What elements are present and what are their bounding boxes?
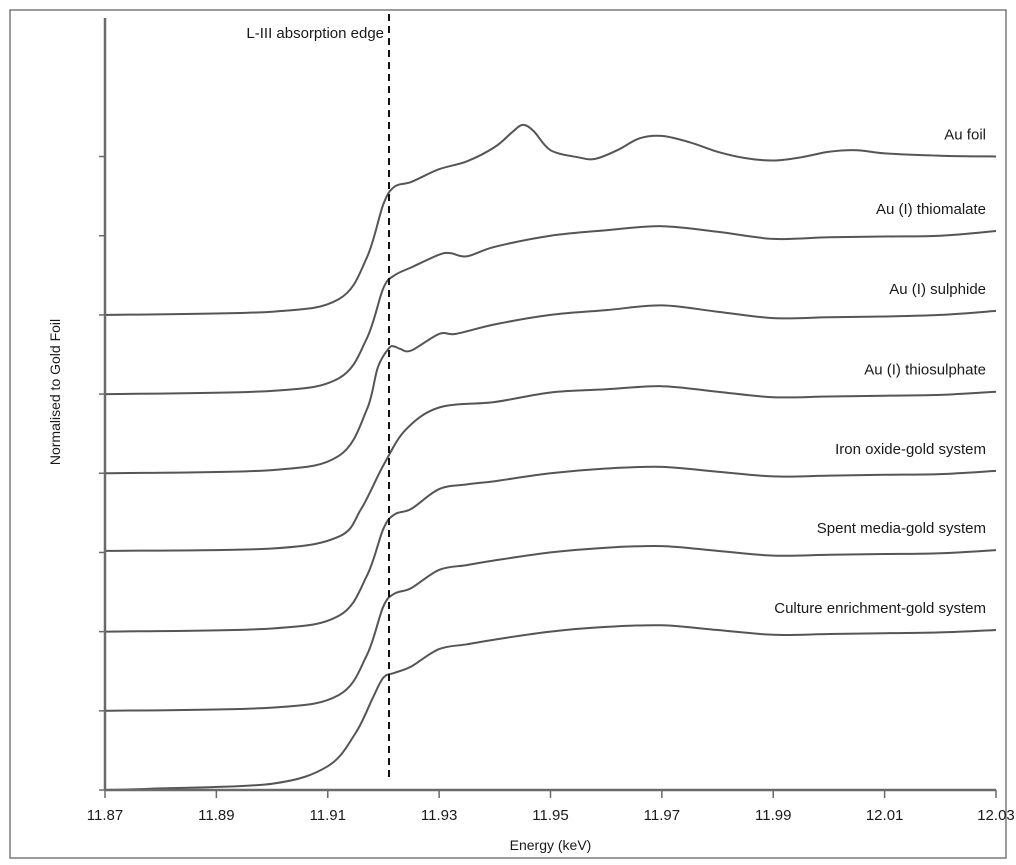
x-tick-label: 12.03 — [977, 807, 1015, 824]
x-tick-label: 12.01 — [866, 807, 904, 824]
series-line-2 — [104, 304, 997, 475]
series-label-2: Au (I) sulphide — [889, 281, 986, 298]
series-label-3: Au (I) thiosulphate — [864, 362, 986, 379]
plot-border — [9, 9, 1007, 859]
x-tick-label: 11.89 — [198, 807, 234, 824]
x-tick-label: 11.97 — [644, 807, 680, 824]
series-line-6 — [104, 624, 997, 791]
x-tick-label: 11.91 — [310, 807, 346, 824]
series-line-1 — [104, 225, 997, 396]
series-label-0: Au foil — [944, 127, 986, 144]
series-line-4 — [104, 465, 997, 633]
series-label-4: Iron oxide-gold system — [835, 441, 986, 458]
series-line-3 — [104, 385, 997, 552]
absorption-edge-label: L-III absorption edge — [246, 25, 384, 42]
x-axis-title: Energy (keV) — [510, 837, 592, 853]
y-axis-title: Normalised to Gold Foil — [47, 319, 63, 465]
x-tick-label: 11.93 — [421, 807, 457, 824]
series-label-5: Spent media-gold system — [817, 520, 986, 537]
series-line-5 — [104, 544, 997, 712]
series-label-1: Au (I) thiomalate — [876, 201, 986, 218]
x-tick-label: 11.99 — [755, 807, 791, 824]
series-label-6: Culture enrichment-gold system — [774, 600, 986, 617]
x-tick-label: 11.87 — [87, 807, 123, 824]
x-tick-label: 11.95 — [532, 807, 568, 824]
series-line-0 — [104, 123, 997, 316]
